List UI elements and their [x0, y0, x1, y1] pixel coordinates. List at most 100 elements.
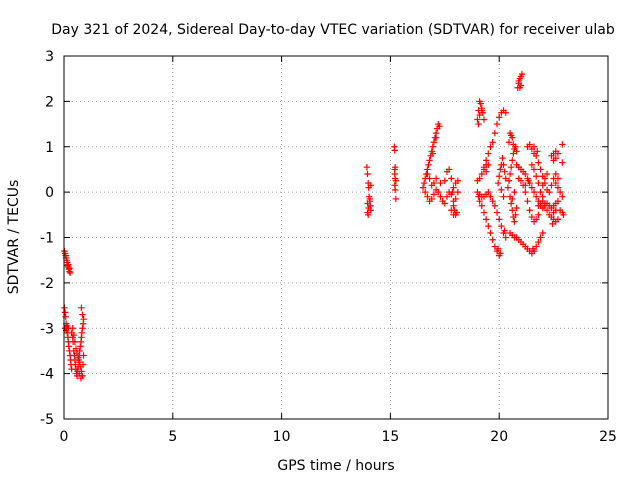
- data-point: [524, 198, 531, 205]
- data-point: [445, 166, 453, 173]
- data-point: [494, 179, 502, 187]
- data-point: [78, 329, 86, 336]
- data-point: [449, 188, 456, 196]
- data-point: [426, 157, 433, 164]
- data-point: [552, 179, 559, 187]
- y-tick-label: 1: [45, 140, 54, 156]
- data-point: [78, 304, 85, 312]
- data-point: [530, 143, 538, 150]
- data-point: [424, 193, 431, 200]
- data-point: [482, 216, 490, 223]
- data-point: [392, 195, 400, 203]
- data-point: [507, 200, 515, 207]
- data-point: [513, 148, 520, 155]
- data-point: [482, 161, 490, 169]
- data-point: [420, 179, 428, 187]
- data-point: [506, 170, 514, 178]
- x-tick-label: 5: [168, 429, 177, 445]
- data-point: [502, 175, 509, 182]
- data-point: [516, 84, 524, 91]
- data-point: [454, 188, 462, 196]
- data-point: [65, 343, 72, 350]
- data-point: [554, 150, 562, 157]
- data-point: [435, 188, 442, 196]
- grid-lines: [64, 56, 608, 419]
- data-point: [489, 139, 496, 146]
- data-point: [528, 184, 536, 191]
- data-point: [559, 159, 566, 166]
- data-point: [559, 193, 566, 200]
- data-point: [436, 123, 443, 130]
- y-tick-label: -1: [40, 231, 54, 247]
- y-tick-label: -3: [40, 321, 54, 337]
- data-point: [534, 148, 541, 155]
- data-point: [391, 166, 398, 173]
- data-point: [72, 345, 80, 352]
- data-point: [443, 193, 451, 200]
- data-point: [366, 195, 373, 203]
- data-point: [535, 238, 542, 246]
- data-point: [537, 166, 544, 173]
- data-point: [450, 202, 457, 209]
- data-point: [552, 154, 559, 162]
- data-point: [474, 116, 481, 123]
- data-point: [509, 134, 516, 141]
- data-point: [532, 173, 540, 180]
- data-point: [502, 109, 509, 116]
- data-point: [511, 188, 518, 196]
- data-point: [559, 141, 566, 148]
- data-point: [539, 198, 546, 205]
- data-point: [76, 359, 83, 366]
- x-tick-label: 0: [60, 429, 69, 445]
- data-point: [79, 325, 86, 332]
- data-point: [499, 154, 506, 162]
- data-point: [502, 234, 509, 241]
- data-point: [497, 166, 504, 173]
- data-point: [491, 202, 499, 209]
- data-point: [541, 175, 549, 182]
- chart-title: Day 321 of 2024, Sidereal Day-to-day VTE…: [51, 22, 615, 38]
- data-point: [554, 175, 562, 182]
- data-point: [477, 100, 484, 107]
- data-point: [554, 216, 562, 223]
- data-point: [430, 191, 438, 198]
- data-point: [500, 193, 507, 200]
- data-point: [475, 120, 482, 128]
- data-point: [522, 170, 529, 178]
- data-point: [66, 265, 73, 272]
- y-axis-label: SDTVAR / TECUs: [6, 180, 22, 295]
- data-point: [61, 309, 69, 316]
- data-point: [546, 188, 553, 196]
- y-tick-label: -4: [40, 367, 54, 383]
- data-point: [515, 77, 522, 85]
- data-point: [496, 216, 503, 223]
- data-point: [529, 245, 537, 253]
- data-point: [487, 143, 494, 150]
- data-point: [493, 120, 501, 128]
- data-point: [510, 150, 517, 157]
- data-point: [530, 188, 538, 196]
- data-point: [496, 173, 503, 180]
- data-point: [510, 141, 517, 148]
- data-point: [501, 168, 508, 175]
- data-point: [507, 163, 515, 171]
- x-tick-label: 10: [273, 429, 291, 445]
- data-point: [391, 147, 398, 154]
- data-point: [432, 134, 440, 141]
- data-point: [537, 234, 544, 241]
- y-tick-label: -5: [40, 412, 54, 428]
- data-point: [519, 182, 527, 189]
- data-point: [80, 352, 87, 359]
- data-point: [422, 188, 429, 196]
- data-point: [512, 211, 519, 219]
- data-point: [419, 184, 427, 191]
- data-point: [71, 338, 79, 346]
- data-point: [479, 109, 487, 116]
- data-point: [493, 209, 501, 216]
- data-point: [518, 70, 526, 78]
- data-point: [539, 229, 546, 237]
- data-point: [79, 361, 87, 368]
- data-point: [498, 186, 505, 194]
- data-point: [66, 269, 74, 277]
- x-tick-label: 20: [490, 429, 508, 445]
